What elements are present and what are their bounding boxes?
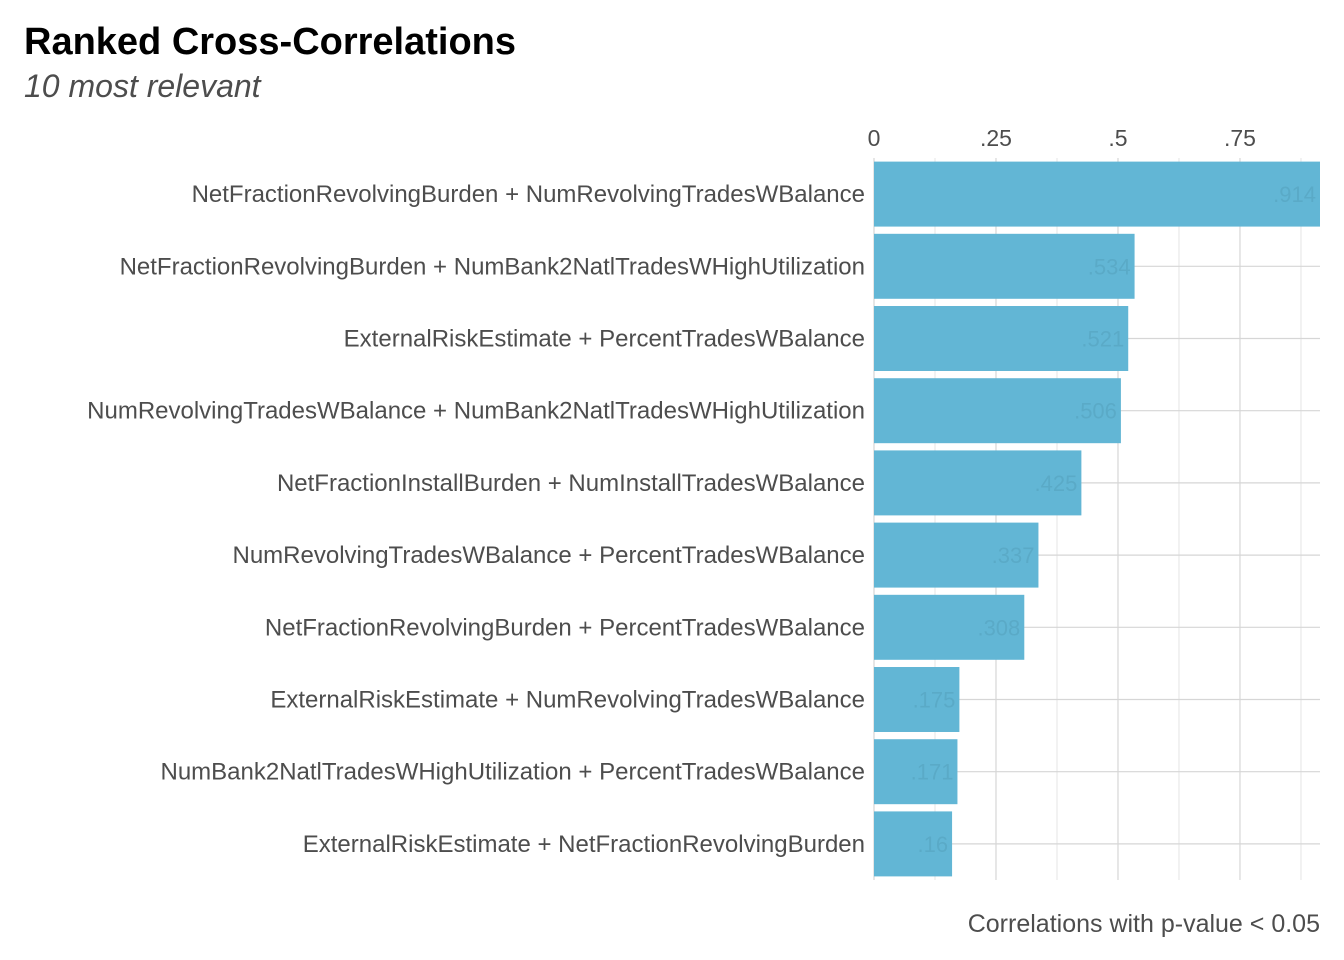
bar [874, 161, 1320, 227]
value-label: .175 [913, 688, 956, 713]
bar [874, 450, 1082, 516]
bar [874, 594, 1025, 660]
category-label: ExternalRiskEstimate + NetFractionRevolv… [303, 831, 865, 858]
value-label: .425 [1035, 471, 1078, 496]
chart-subtitle: 10 most relevant [24, 68, 262, 104]
bar [874, 522, 1039, 588]
value-labels: .914 .534 .521 .506 .425 .337 .308 .175 .171 .16 [911, 182, 1316, 857]
category-label: NumBank2NatlTradesWHighUtilization + Per… [160, 759, 865, 786]
category-labels: NetFractionRevolvingBurden + NumRevolvin… [87, 181, 865, 858]
value-label: .171 [911, 760, 954, 785]
bar [874, 667, 960, 732]
category-label: NumRevolvingTradesWBalance + NumBank2Nat… [87, 398, 865, 425]
category-label: NetFractionRevolvingBurden + NumRevolvin… [192, 181, 865, 208]
x-axis-ticks: 0 .25 .5 .75 [868, 125, 1256, 151]
bars [874, 161, 1320, 877]
x-tick-label: 0 [868, 125, 881, 151]
value-label: .534 [1088, 254, 1131, 279]
category-label: ExternalRiskEstimate + PercentTradesWBal… [344, 326, 865, 353]
category-label: NumRevolvingTradesWBalance + PercentTrad… [233, 542, 866, 569]
bar [874, 306, 1129, 371]
x-tick-label: .5 [1108, 125, 1127, 151]
bar [874, 378, 1121, 444]
x-tick-label: .75 [1224, 125, 1256, 151]
value-label: .914 [1273, 182, 1316, 207]
bar [874, 233, 1135, 299]
category-label: NetFractionRevolvingBurden + PercentTrad… [265, 614, 865, 641]
bar [874, 739, 958, 805]
value-label: .16 [917, 832, 948, 857]
bar [874, 811, 953, 877]
x-tick-label: .25 [980, 125, 1012, 151]
category-label: ExternalRiskEstimate + NumRevolvingTrade… [270, 687, 865, 714]
value-label: .506 [1074, 399, 1117, 424]
value-label: .308 [977, 615, 1020, 640]
chart-caption: Correlations with p-value < 0.05 [968, 910, 1320, 938]
category-label: NetFractionRevolvingBurden + NumBank2Nat… [120, 253, 865, 280]
category-label: NetFractionInstallBurden + NumInstallTra… [277, 470, 865, 497]
value-label: .337 [992, 543, 1035, 568]
chart-title: Ranked Cross-Correlations [24, 21, 516, 63]
value-label: .521 [1081, 327, 1124, 352]
